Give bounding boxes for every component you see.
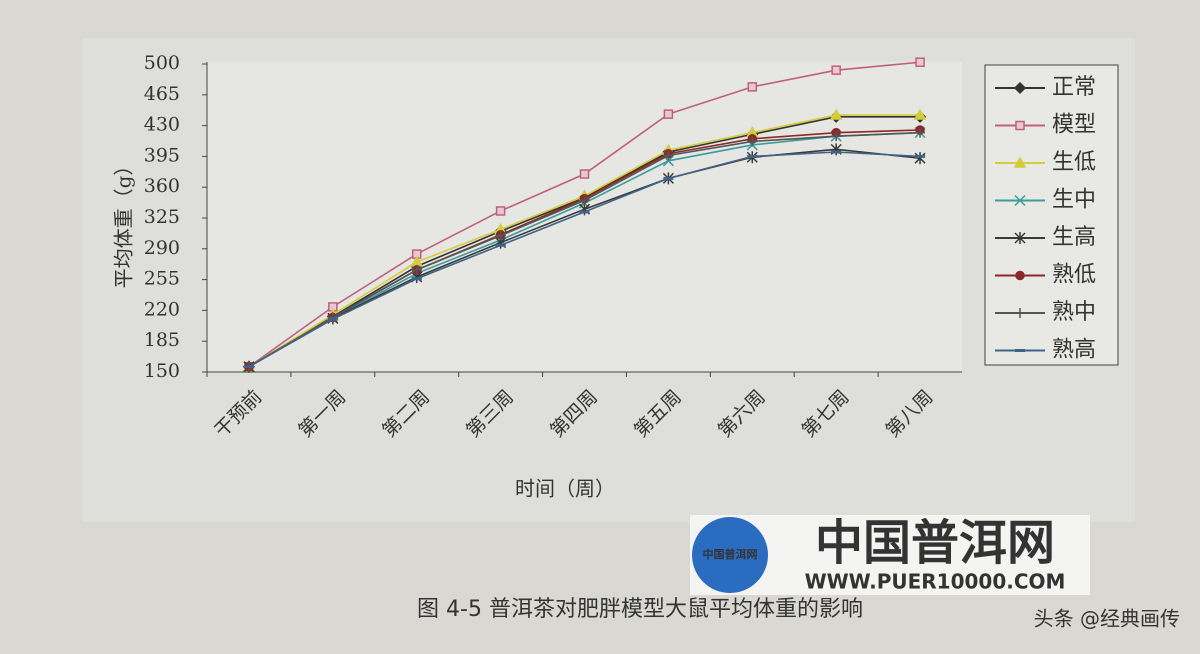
legend-label: 生中 <box>1052 188 1096 213</box>
legend-label: 正常 <box>1052 75 1096 100</box>
marker <box>747 82 758 92</box>
legend-marker <box>1015 120 1025 131</box>
marker <box>914 152 926 165</box>
y-tick-label: 395 <box>144 144 180 166</box>
y-tick-label: 220 <box>144 298 180 320</box>
y-tick-label: 290 <box>144 237 180 259</box>
y-tick-label: 360 <box>144 175 180 197</box>
legend-label: 生高 <box>1052 225 1096 250</box>
marker <box>913 108 927 120</box>
y-tick-label: 255 <box>144 268 180 290</box>
marker <box>411 264 422 275</box>
marker <box>663 150 674 161</box>
watermark-title: 中国普洱网 <box>815 515 1055 571</box>
legend-label: 熟低 <box>1052 263 1096 288</box>
credit: 头条 @经典画传 <box>1034 607 1180 631</box>
marker <box>915 127 926 138</box>
caption: 图 4-5 普洱茶对肥胖模型大鼠平均体重的影响 <box>417 597 863 622</box>
legend-marker <box>1014 194 1026 207</box>
y-axis-label: 平均体重（g） <box>112 156 136 289</box>
x-axis-label: 时间（周） <box>515 477 615 501</box>
legend-marker <box>1015 308 1025 318</box>
legend-label: 模型 <box>1052 113 1096 138</box>
marker <box>495 230 506 241</box>
legend-marker <box>1014 232 1026 244</box>
y-tick-label: 430 <box>144 114 180 136</box>
y-tick-label: 325 <box>144 206 180 228</box>
legend-label: 熟高 <box>1052 338 1096 363</box>
y-tick-label: 185 <box>144 329 180 351</box>
marker <box>829 108 843 120</box>
watermark-url: WWW.PUER10000.COM <box>805 570 1066 594</box>
marker <box>831 131 842 142</box>
marker <box>579 169 590 179</box>
marker <box>747 136 758 147</box>
legend-marker <box>1015 270 1025 281</box>
marker <box>915 57 925 67</box>
marker <box>495 206 506 216</box>
legend-box <box>984 64 1119 366</box>
y-tick-label: 150 <box>144 360 180 382</box>
watermark-logo-text: 中国普洱网 <box>703 547 758 561</box>
marker <box>663 109 674 119</box>
marker <box>831 65 841 75</box>
marker <box>579 195 590 206</box>
y-tick-label: 465 <box>144 83 180 105</box>
watermark-logo <box>692 517 768 593</box>
legend-label: 熟中 <box>1052 300 1096 325</box>
legend-marker <box>1013 81 1027 95</box>
legend-label: 生低 <box>1052 150 1096 175</box>
legend-marker <box>1013 156 1027 168</box>
y-tick-label: 500 <box>144 52 180 74</box>
